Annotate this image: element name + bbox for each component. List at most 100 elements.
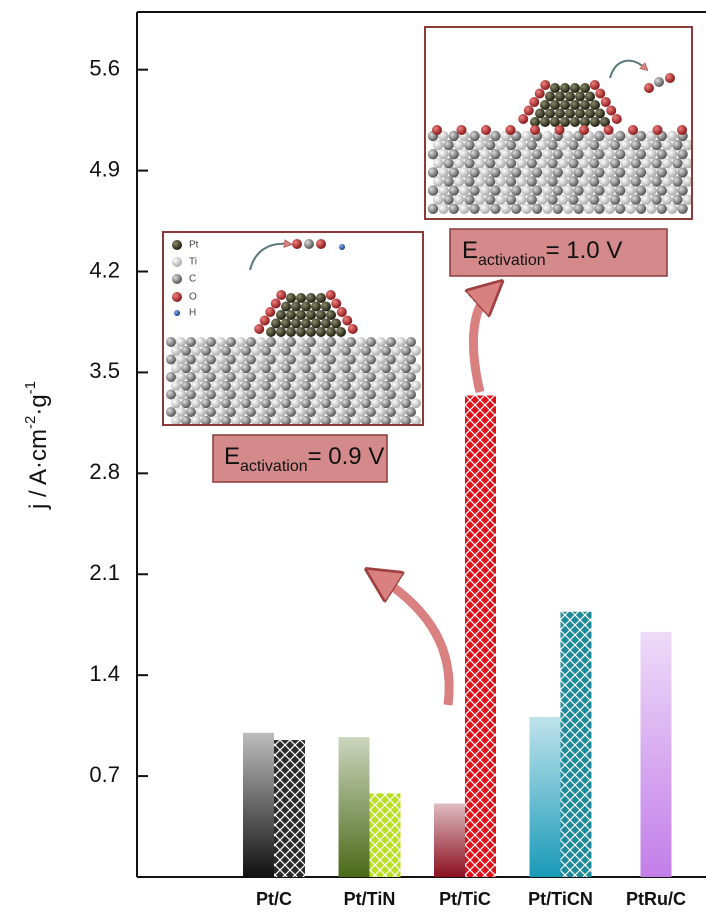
bar: [530, 717, 561, 877]
atom: [251, 363, 261, 373]
atom: [651, 158, 661, 168]
atom: [612, 114, 622, 124]
atom: [537, 195, 547, 205]
atom: [266, 337, 276, 347]
atom: [166, 407, 176, 417]
atom: [311, 381, 321, 391]
legend-atom: [172, 274, 182, 284]
atom: [615, 167, 625, 177]
atom: [677, 204, 687, 214]
bar: [641, 632, 672, 877]
atom: [406, 355, 416, 365]
atom: [271, 299, 281, 309]
atom: [547, 195, 557, 205]
atom: [261, 381, 271, 391]
atom: [641, 140, 651, 150]
x-tick-label: Pt/TiC: [439, 889, 491, 909]
atom: [469, 167, 479, 177]
atom: [356, 372, 366, 382]
atom: [366, 337, 376, 347]
atom: [276, 290, 286, 300]
atom: [336, 355, 346, 365]
atom: [276, 310, 286, 320]
atom: [511, 167, 521, 177]
atom: [206, 355, 216, 365]
atom: [186, 407, 196, 417]
bar: [434, 803, 465, 877]
atom: [216, 390, 226, 400]
atom: [401, 398, 411, 408]
atom: [241, 346, 251, 356]
atom: [542, 204, 552, 214]
atom: [346, 407, 356, 417]
atom: [610, 176, 620, 186]
atom: [331, 381, 341, 391]
atom: [579, 125, 589, 135]
atom: [506, 140, 516, 150]
atom: [265, 307, 275, 317]
atom: [620, 140, 630, 150]
atom: [236, 407, 246, 417]
atom: [540, 80, 550, 90]
atom: [657, 167, 667, 177]
atom: [226, 390, 236, 400]
atom: [316, 327, 326, 337]
atom: [672, 158, 682, 168]
atom: [221, 381, 231, 391]
atom: [490, 167, 500, 177]
atom: [381, 381, 391, 391]
atom: [480, 185, 490, 195]
legend-atom: [172, 257, 182, 267]
atom: [321, 398, 331, 408]
atom: [605, 149, 615, 159]
atom: [271, 398, 281, 408]
atom: [438, 204, 448, 214]
atom: [331, 363, 341, 373]
atom: [563, 204, 573, 214]
atom: [191, 398, 201, 408]
atom: [316, 337, 326, 347]
atom: [521, 185, 531, 195]
atom: [211, 381, 221, 391]
atom: [296, 407, 306, 417]
y-tick-label: 1.4: [89, 661, 120, 686]
atom: [475, 176, 485, 186]
atom: [599, 140, 609, 150]
atom: [286, 293, 296, 303]
atom: [306, 390, 316, 400]
atom: [449, 204, 459, 214]
atom: [321, 346, 331, 356]
atom: [590, 100, 600, 110]
atom: [236, 337, 246, 347]
atom: [495, 176, 505, 186]
atom: [361, 398, 371, 408]
atom: [356, 407, 366, 417]
atom: [542, 167, 552, 177]
atom: [304, 239, 314, 249]
atom: [241, 381, 251, 391]
atom: [527, 176, 537, 186]
atom: [438, 167, 448, 177]
atom: [662, 140, 672, 150]
atom: [480, 204, 490, 214]
atom: [584, 149, 594, 159]
atom: [351, 346, 361, 356]
atom: [573, 167, 583, 177]
atom: [433, 140, 443, 150]
atom: [535, 89, 545, 99]
atom: [595, 89, 605, 99]
atom: [166, 390, 176, 400]
atom: [547, 158, 557, 168]
atom: [286, 327, 296, 337]
atom: [584, 167, 594, 177]
atom: [296, 390, 306, 400]
atom: [558, 140, 568, 150]
atom: [535, 109, 545, 119]
atom: [495, 140, 505, 150]
atom: [506, 125, 516, 135]
atom: [575, 109, 585, 119]
bar: [339, 737, 370, 877]
atom: [326, 355, 336, 365]
atom: [246, 390, 256, 400]
atom: [589, 140, 599, 150]
